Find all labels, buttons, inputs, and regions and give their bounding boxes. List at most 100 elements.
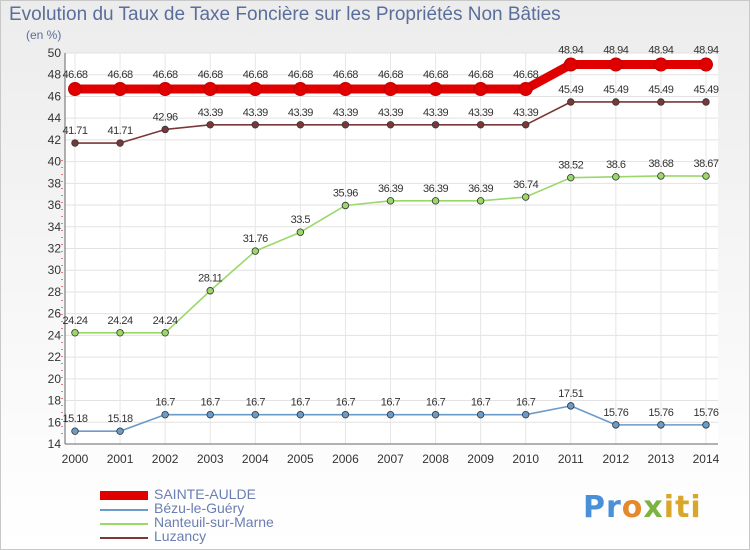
data-point xyxy=(386,121,395,129)
data-point xyxy=(203,82,218,97)
data-label: 36.39 xyxy=(468,183,493,195)
x-tick-label: 2000 xyxy=(62,452,89,466)
data-label: 48.94 xyxy=(603,45,628,57)
data-label: 45.49 xyxy=(603,84,628,96)
data-label: 46.68 xyxy=(153,69,178,81)
x-tick-label: 2005 xyxy=(287,452,314,466)
legend-label: Nanteuil-sur-Marne xyxy=(154,514,274,530)
data-point xyxy=(383,82,398,97)
data-point xyxy=(338,82,353,97)
data-label: 43.39 xyxy=(243,107,268,119)
data-label: 31.76 xyxy=(243,233,268,245)
data-point xyxy=(116,139,124,147)
data-point xyxy=(522,121,530,129)
x-tick-label: 2007 xyxy=(377,452,404,466)
data-label: 46.68 xyxy=(198,69,223,81)
data-label: 16.7 xyxy=(471,397,491,409)
data-label: 46.68 xyxy=(288,69,313,81)
data-point xyxy=(522,410,530,419)
y-tick-label: 22 xyxy=(48,350,62,364)
data-point xyxy=(428,82,443,97)
data-point xyxy=(518,82,533,97)
data-point xyxy=(248,82,263,97)
data-point xyxy=(206,410,214,419)
chart-title: Evolution du Taux de Taxe Foncière sur l… xyxy=(9,4,561,25)
data-label: 38.67 xyxy=(693,158,718,170)
data-point xyxy=(476,410,485,419)
y-tick-label: 28 xyxy=(48,285,62,299)
data-label: 46.68 xyxy=(62,69,87,81)
data-label: 16.7 xyxy=(291,397,311,409)
data-label: 17.51 xyxy=(558,388,583,400)
data-point xyxy=(251,247,259,255)
y-tick-label: 36 xyxy=(48,198,62,212)
data-label: 46.68 xyxy=(423,69,448,81)
data-point xyxy=(296,410,305,419)
data-label: 46.68 xyxy=(243,69,268,81)
data-label: 16.7 xyxy=(381,397,401,409)
data-point xyxy=(567,402,575,410)
data-label: 48.94 xyxy=(558,45,583,57)
data-label: 36.39 xyxy=(423,183,448,195)
x-tick-label: 2013 xyxy=(648,452,675,466)
data-label: 16.7 xyxy=(246,397,266,409)
data-label: 43.39 xyxy=(423,107,448,119)
data-point xyxy=(612,98,620,106)
data-point xyxy=(653,57,668,72)
y-tick-label: 42 xyxy=(48,133,62,147)
data-label: 15.18 xyxy=(62,413,87,425)
data-label: 46.68 xyxy=(468,69,493,81)
x-tick-label: 2004 xyxy=(242,452,269,466)
data-label: 43.39 xyxy=(288,107,313,119)
y-tick-label: 24 xyxy=(48,328,62,342)
data-point xyxy=(657,98,665,106)
data-label: 24.24 xyxy=(153,315,178,327)
y-tick-label: 14 xyxy=(48,437,62,451)
x-tick-label: 2003 xyxy=(197,452,224,466)
data-label: 48.94 xyxy=(693,45,718,57)
data-point xyxy=(206,121,214,129)
data-label: 42.96 xyxy=(153,111,178,123)
data-label: 16.7 xyxy=(426,397,446,409)
data-point xyxy=(612,173,620,181)
data-point xyxy=(161,410,169,419)
x-tick-label: 2012 xyxy=(602,452,629,466)
data-label: 41.71 xyxy=(108,125,133,137)
data-label: 46.68 xyxy=(333,69,358,81)
y-tick-label: 18 xyxy=(48,394,62,408)
y-tick-label: 26 xyxy=(48,307,62,321)
x-tick-label: 2001 xyxy=(107,452,134,466)
y-tick-label: 30 xyxy=(48,263,62,277)
data-point xyxy=(567,173,575,182)
data-point xyxy=(567,98,575,106)
data-label: 46.68 xyxy=(513,69,538,81)
data-point xyxy=(341,121,350,129)
data-point xyxy=(431,410,440,419)
data-point xyxy=(657,421,665,429)
legend-label: Luzancy xyxy=(154,528,207,544)
data-point xyxy=(206,287,214,295)
x-tick-label: 2011 xyxy=(558,452,584,466)
x-tick-label: 2006 xyxy=(332,452,359,466)
data-label: 46.68 xyxy=(378,69,403,81)
data-label: 43.39 xyxy=(198,107,223,119)
data-label: 35.96 xyxy=(333,187,358,199)
data-point xyxy=(158,82,173,97)
data-label: 38.52 xyxy=(558,160,583,172)
data-point xyxy=(113,82,128,97)
data-label: 15.76 xyxy=(603,407,628,419)
data-point xyxy=(68,82,82,97)
data-point xyxy=(341,201,350,210)
y-axis-unit-label: (en %) xyxy=(26,28,62,42)
y-tick-label: 38 xyxy=(48,176,62,190)
data-point xyxy=(657,172,665,180)
data-point xyxy=(522,193,530,201)
data-point xyxy=(116,329,124,337)
y-tick-label: 20 xyxy=(48,372,62,386)
data-point xyxy=(341,410,350,419)
proxiti-logo: Proxiti xyxy=(583,490,702,525)
data-label: 15.76 xyxy=(648,407,673,419)
legend-swatch xyxy=(100,509,148,511)
x-tick-label: 2002 xyxy=(152,452,179,466)
